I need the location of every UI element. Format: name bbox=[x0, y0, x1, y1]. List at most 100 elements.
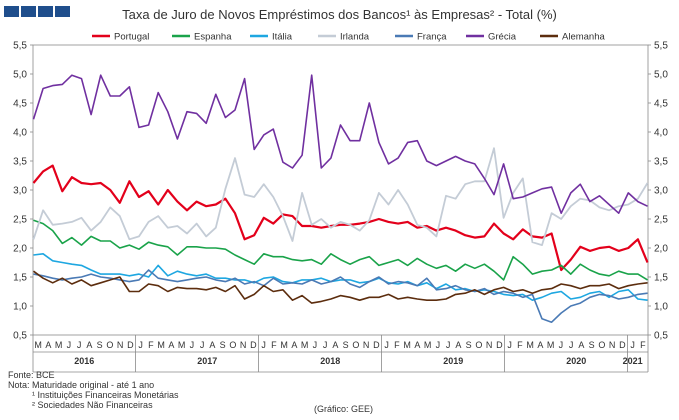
month-tick-label: M bbox=[157, 340, 165, 350]
y-tick-label-right: 5,5 bbox=[654, 41, 668, 52]
y-tick-label-left: 2,5 bbox=[13, 215, 27, 226]
y-tick-label-right: 1,5 bbox=[654, 273, 668, 284]
month-tick-label: J bbox=[67, 340, 72, 350]
logo-block bbox=[21, 6, 36, 17]
y-tick-label-right: 3,0 bbox=[654, 186, 668, 197]
y-tick-label-right: 0,5 bbox=[654, 331, 668, 342]
maturity-note: Nota: Maturidade original - até 1 ano bbox=[8, 380, 155, 390]
month-tick-label: A bbox=[414, 340, 420, 350]
month-tick-label: F bbox=[271, 340, 277, 350]
footnote-2: ² Sociedades Não Financeiras bbox=[32, 400, 153, 410]
year-tick-label: 2021 bbox=[623, 356, 643, 366]
series-line-espanha bbox=[33, 219, 648, 281]
month-tick-label: M bbox=[34, 340, 42, 350]
month-tick-label: A bbox=[209, 340, 215, 350]
y-tick-label-right: 2,0 bbox=[654, 244, 668, 255]
month-tick-label: N bbox=[363, 340, 370, 350]
month-tick-label: O bbox=[106, 340, 113, 350]
month-tick-label: S bbox=[466, 340, 472, 350]
legend-label: Itália bbox=[272, 32, 293, 43]
month-tick-label: J bbox=[384, 340, 389, 350]
month-tick-label: S bbox=[343, 340, 349, 350]
month-tick-label: M bbox=[55, 340, 63, 350]
month-tick-label: M bbox=[424, 340, 432, 350]
chart-title: Taxa de Juro de Novos Empréstimos dos Ba… bbox=[122, 7, 557, 22]
month-tick-label: A bbox=[332, 340, 338, 350]
year-tick-label: 2016 bbox=[74, 356, 94, 366]
legend-label: Espanha bbox=[194, 32, 232, 43]
logo-block bbox=[38, 6, 53, 17]
month-tick-label: M bbox=[178, 340, 186, 350]
year-tick-label: 2020 bbox=[566, 356, 586, 366]
month-tick-label: J bbox=[261, 340, 266, 350]
legend-label: Portugal bbox=[114, 32, 149, 43]
source-note: Fonte: BCE bbox=[8, 370, 55, 380]
month-tick-label: F bbox=[640, 340, 646, 350]
month-tick-label: N bbox=[486, 340, 493, 350]
month-tick-label: A bbox=[45, 340, 51, 350]
year-tick-label: 2017 bbox=[197, 356, 217, 366]
y-tick-label-left: 3,0 bbox=[13, 186, 27, 197]
month-tick-label: J bbox=[507, 340, 512, 350]
logo-block bbox=[55, 6, 70, 17]
gee-logo bbox=[4, 6, 70, 17]
y-tick-label-left: 5,5 bbox=[13, 41, 27, 52]
month-tick-label: S bbox=[97, 340, 103, 350]
legend-label: França bbox=[417, 32, 447, 43]
y-tick-label-right: 5,0 bbox=[654, 70, 668, 81]
month-tick-label: M bbox=[547, 340, 555, 350]
y-tick-label-right: 4,5 bbox=[654, 99, 668, 110]
series-line-italia bbox=[33, 253, 648, 302]
month-tick-label: M bbox=[403, 340, 411, 350]
month-tick-label: A bbox=[168, 340, 174, 350]
y-tick-label-left: 4,0 bbox=[13, 128, 27, 139]
month-tick-label: M bbox=[526, 340, 534, 350]
legend-label: Grécia bbox=[488, 32, 517, 43]
month-tick-label: J bbox=[190, 340, 195, 350]
month-tick-label: M bbox=[280, 340, 288, 350]
y-tick-label-left: 1,5 bbox=[13, 273, 27, 284]
month-tick-label: F bbox=[148, 340, 154, 350]
y-tick-label-right: 2,5 bbox=[654, 215, 668, 226]
legend-label: Irlanda bbox=[340, 32, 370, 43]
y-tick-label-right: 3,5 bbox=[654, 157, 668, 168]
month-tick-label: J bbox=[559, 340, 564, 350]
month-tick-label: N bbox=[117, 340, 124, 350]
logo-block bbox=[4, 6, 19, 17]
y-tick-label-left: 5,0 bbox=[13, 70, 27, 81]
month-tick-label: O bbox=[229, 340, 236, 350]
month-tick-label: D bbox=[250, 340, 257, 350]
month-tick-label: A bbox=[578, 340, 584, 350]
month-tick-label: A bbox=[291, 340, 297, 350]
month-tick-label: M bbox=[301, 340, 309, 350]
month-tick-label: N bbox=[240, 340, 247, 350]
month-tick-label: F bbox=[394, 340, 400, 350]
series-line-grecia bbox=[32, 74, 648, 214]
year-tick-label: 2018 bbox=[320, 356, 340, 366]
month-tick-label: J bbox=[200, 340, 205, 350]
chart-credit: (Gráfico: GEE) bbox=[314, 404, 374, 414]
month-tick-label: S bbox=[589, 340, 595, 350]
month-tick-label: D bbox=[127, 340, 134, 350]
month-tick-label: S bbox=[220, 340, 226, 350]
month-tick-label: J bbox=[138, 340, 143, 350]
month-tick-label: J bbox=[630, 340, 635, 350]
year-tick-label: 2019 bbox=[443, 356, 463, 366]
month-tick-label: A bbox=[537, 340, 543, 350]
month-tick-label: J bbox=[77, 340, 82, 350]
month-tick-label: J bbox=[313, 340, 318, 350]
series-line-portugal bbox=[32, 164, 649, 272]
y-tick-label-right: 1,0 bbox=[654, 302, 668, 313]
footnote-1: ¹ Instituições Financeiras Monetárias bbox=[32, 390, 179, 400]
month-tick-label: D bbox=[619, 340, 626, 350]
month-tick-label: A bbox=[455, 340, 461, 350]
month-tick-label: D bbox=[496, 340, 503, 350]
y-tick-label-left: 1,0 bbox=[13, 302, 27, 313]
month-tick-label: J bbox=[436, 340, 441, 350]
y-tick-label-right: 4,0 bbox=[654, 128, 668, 139]
series-line-franca bbox=[33, 269, 648, 324]
month-tick-label: O bbox=[475, 340, 482, 350]
month-tick-label: F bbox=[517, 340, 523, 350]
month-tick-label: N bbox=[609, 340, 616, 350]
